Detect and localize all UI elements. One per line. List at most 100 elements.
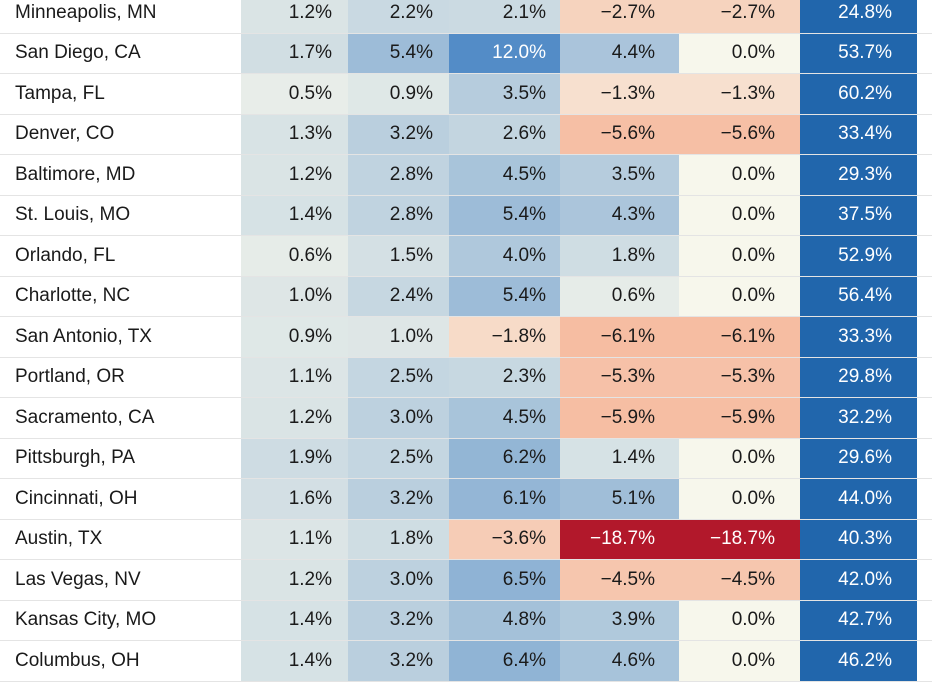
value-cell: 4.4% (560, 33, 679, 73)
value-cell: 1.8% (348, 519, 449, 559)
value-cell: 2.3% (449, 357, 560, 397)
row-edge (917, 74, 932, 114)
row-edge (917, 276, 932, 316)
value-cell: 2.6% (449, 114, 560, 154)
value-cell: 1.2% (241, 0, 348, 33)
table-row-las-vegas-nv: Las Vegas, NV 1.2% 3.0% 6.5% −4.5% −4.5% 42.0% (0, 560, 932, 601)
table-row-kansas-city-mo: Kansas City, MO 1.4% 3.2% 4.8% 3.9% 0.0% 42.7% (0, 600, 932, 641)
row-label: Portland, OR (0, 357, 241, 397)
value-cell: −3.6% (449, 519, 560, 559)
value-cell: 1.5% (348, 236, 449, 276)
table-row-orlando-fl: Orlando, FL 0.6% 1.5% 4.0% 1.8% 0.0% 52.9% (0, 236, 932, 277)
row-edge (917, 0, 932, 33)
row-edge (917, 438, 932, 478)
value-cell: 4.5% (449, 155, 560, 195)
value-cell: 0.0% (679, 438, 800, 478)
value-cell: 0.6% (241, 236, 348, 276)
value-cell: 6.1% (449, 479, 560, 519)
table-row-baltimore-md: Baltimore, MD 1.2% 2.8% 4.5% 3.5% 0.0% 29.3% (0, 155, 932, 196)
value-cell: 56.4% (800, 276, 917, 316)
row-label: San Antonio, TX (0, 317, 241, 357)
value-cell: 2.8% (348, 195, 449, 235)
value-cell: −18.7% (560, 519, 679, 559)
row-edge (917, 600, 932, 640)
value-cell: 5.1% (560, 479, 679, 519)
value-cell: 32.2% (800, 398, 917, 438)
row-edge (917, 236, 932, 276)
table-row-san-diego-ca: San Diego, CA 1.7% 5.4% 12.0% 4.4% 0.0% 53.7% (0, 33, 932, 74)
table-row-portland-or: Portland, OR 1.1% 2.5% 2.3% −5.3% −5.3% 29.8% (0, 357, 932, 398)
value-cell: 1.3% (241, 114, 348, 154)
value-cell: 4.0% (449, 236, 560, 276)
value-cell: 29.8% (800, 357, 917, 397)
row-edge (917, 155, 932, 195)
value-cell: 0.9% (348, 74, 449, 114)
value-cell: 1.0% (348, 317, 449, 357)
value-cell: 3.2% (348, 600, 449, 640)
value-cell: 3.0% (348, 560, 449, 600)
value-cell: 6.2% (449, 438, 560, 478)
table-row-charlotte-nc: Charlotte, NC 1.0% 2.4% 5.4% 0.6% 0.0% 56.4% (0, 276, 932, 317)
value-cell: 44.0% (800, 479, 917, 519)
value-cell: 3.2% (348, 641, 449, 681)
value-cell: 29.3% (800, 155, 917, 195)
row-edge (917, 357, 932, 397)
value-cell: 52.9% (800, 236, 917, 276)
value-cell: 2.8% (348, 155, 449, 195)
row-label: Kansas City, MO (0, 600, 241, 640)
row-edge (917, 560, 932, 600)
value-cell: 0.0% (679, 276, 800, 316)
row-edge (917, 479, 932, 519)
value-cell: −5.3% (679, 357, 800, 397)
value-cell: 1.4% (241, 600, 348, 640)
value-cell: −6.1% (560, 317, 679, 357)
value-cell: 1.6% (241, 479, 348, 519)
row-edge (917, 398, 932, 438)
value-cell: 1.4% (241, 641, 348, 681)
table-row-st-louis-mo: St. Louis, MO 1.4% 2.8% 5.4% 4.3% 0.0% 37.5% (0, 195, 932, 236)
row-label: Cincinnati, OH (0, 479, 241, 519)
value-cell: −18.7% (679, 519, 800, 559)
value-cell: 60.2% (800, 74, 917, 114)
value-cell: 0.0% (679, 236, 800, 276)
value-cell: 1.2% (241, 560, 348, 600)
row-label: Sacramento, CA (0, 398, 241, 438)
row-edge (917, 519, 932, 559)
row-label: Orlando, FL (0, 236, 241, 276)
value-cell: −2.7% (560, 0, 679, 33)
table-row-pittsburgh-pa: Pittsburgh, PA 1.9% 2.5% 6.2% 1.4% 0.0% 29.6% (0, 438, 932, 479)
value-cell: 2.5% (348, 438, 449, 478)
value-cell: 0.5% (241, 74, 348, 114)
value-cell: 2.1% (449, 0, 560, 33)
value-cell: 33.4% (800, 114, 917, 154)
value-cell: −4.5% (679, 560, 800, 600)
value-cell: 0.0% (679, 33, 800, 73)
value-cell: −2.7% (679, 0, 800, 33)
value-cell: 3.2% (348, 479, 449, 519)
value-cell: 2.4% (348, 276, 449, 316)
value-cell: 24.8% (800, 0, 917, 33)
value-cell: 5.4% (348, 33, 449, 73)
value-cell: 0.0% (679, 641, 800, 681)
row-edge (917, 33, 932, 73)
value-cell: 4.6% (560, 641, 679, 681)
value-cell: −5.6% (679, 114, 800, 154)
value-cell: −1.8% (449, 317, 560, 357)
value-cell: 1.2% (241, 155, 348, 195)
value-cell: 0.0% (679, 195, 800, 235)
row-label: St. Louis, MO (0, 195, 241, 235)
row-label: Austin, TX (0, 519, 241, 559)
value-cell: 5.4% (449, 276, 560, 316)
value-cell: 29.6% (800, 438, 917, 478)
value-cell: −5.9% (679, 398, 800, 438)
value-cell: 1.9% (241, 438, 348, 478)
table-row-minneapolis-mn: Minneapolis, MN 1.2% 2.2% 2.1% −2.7% −2.7% 24.… (0, 0, 932, 34)
value-cell: 42.7% (800, 600, 917, 640)
table-row-denver-co: Denver, CO 1.3% 3.2% 2.6% −5.6% −5.6% 33.4% (0, 114, 932, 155)
row-label: Minneapolis, MN (0, 0, 241, 33)
row-label: Charlotte, NC (0, 276, 241, 316)
value-cell: 3.5% (560, 155, 679, 195)
value-cell: 4.8% (449, 600, 560, 640)
row-edge (917, 114, 932, 154)
